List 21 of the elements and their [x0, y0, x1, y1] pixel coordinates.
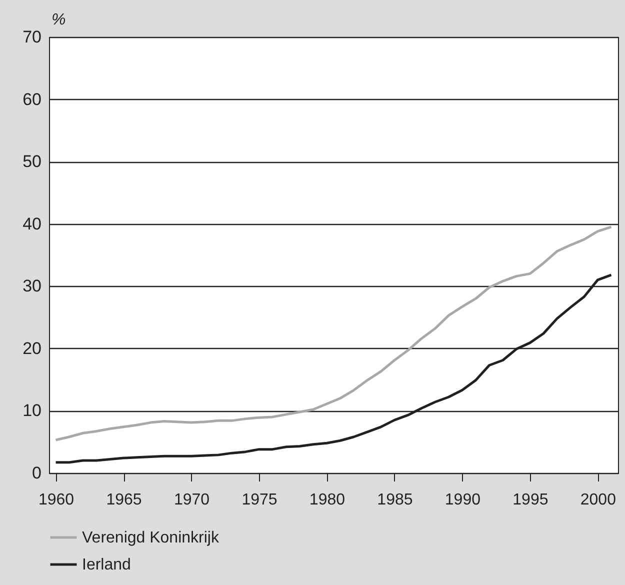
x-tick-label: 1965: [106, 492, 142, 508]
y-tick-label: 60: [22, 90, 42, 109]
y-tick-label: 70: [22, 28, 42, 46]
legend-label: Ierland: [82, 556, 131, 574]
y-tick-label: 20: [22, 338, 42, 358]
y-tick-label: 50: [22, 152, 42, 172]
x-tick-label: 1975: [242, 492, 278, 508]
y-tick-label: 30: [22, 276, 42, 296]
y-axis-title: %: [52, 12, 66, 28]
line-series: [54, 226, 612, 442]
x-tick-label: 1960: [38, 492, 74, 508]
x-tick-label: 1980: [309, 492, 346, 508]
x-tick-label: 1985: [377, 492, 413, 508]
y-tick-label: 40: [22, 214, 42, 234]
y-tick-label: 0: [32, 464, 42, 482]
legend-label: Verenigd Koninkrijk: [82, 530, 220, 546]
x-tick-label: 1995: [512, 492, 548, 508]
x-tick-label: 1990: [444, 492, 481, 508]
x-tick-label: 2000: [580, 492, 616, 508]
x-tick-label: 1970: [174, 492, 210, 508]
y-tick-label: 10: [22, 401, 42, 420]
